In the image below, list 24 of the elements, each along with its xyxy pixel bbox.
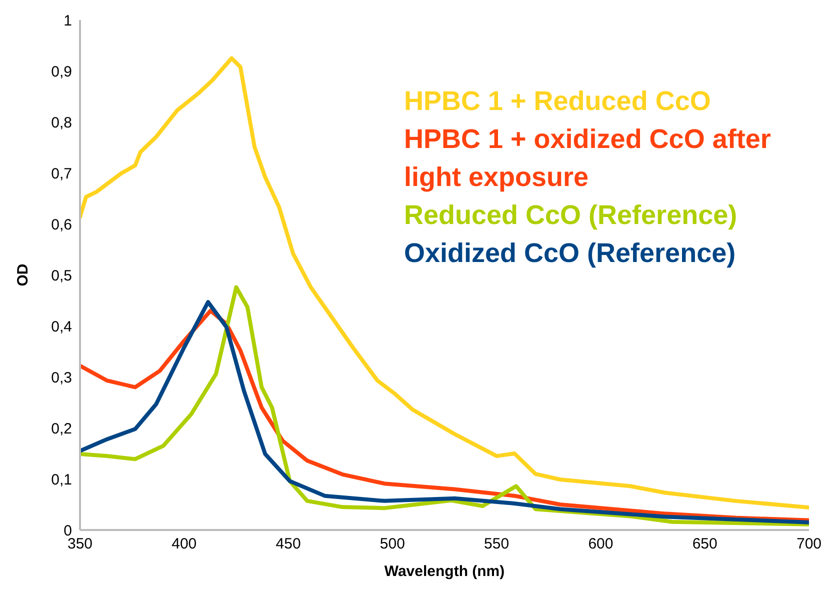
y-tick-label: 0,3 xyxy=(51,369,72,386)
y-axis-title: OD xyxy=(14,264,32,286)
x-tick-label: 400 xyxy=(172,536,197,553)
x-tick-label: 450 xyxy=(276,536,301,553)
y-tick-label: 1 xyxy=(64,12,72,30)
line-series xyxy=(80,56,809,510)
x-tick-label: 500 xyxy=(380,536,405,553)
y-tick-label: 0,1 xyxy=(51,471,72,488)
y-tick-label: 0,4 xyxy=(51,318,72,336)
text: HPBC 1 + Reduced CcO xyxy=(404,85,712,118)
text: HPBC 1 + oxidized CcO after light exposure xyxy=(404,123,772,194)
x-tick-label: 650 xyxy=(692,536,718,553)
x-tick-label: 550 xyxy=(484,536,510,553)
x-tick-label: 600 xyxy=(588,536,614,553)
text: Reduced CcO (Reference) xyxy=(404,199,738,232)
y-tick-label: 0,7 xyxy=(51,165,72,182)
text: Oxidized CcO (Reference) xyxy=(404,237,737,270)
x-axis-title: Wavelength (nm) xyxy=(384,563,505,580)
y-tick-label: 0,5 xyxy=(51,267,72,284)
x-tick-label: 700 xyxy=(796,536,822,553)
y-tick-label: 0,8 xyxy=(51,114,72,132)
y-tick-label: 0,6 xyxy=(51,216,72,234)
y-tick-label: 0,2 xyxy=(51,420,72,438)
y-tick-label: 0,9 xyxy=(51,63,72,80)
